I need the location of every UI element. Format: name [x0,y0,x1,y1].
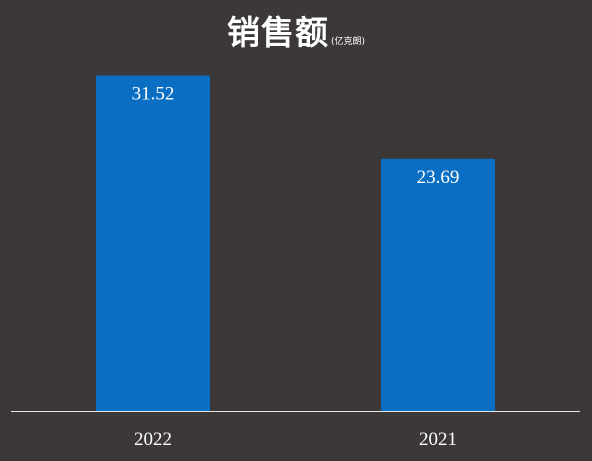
bar-2022 [96,75,210,412]
bar-2021 [381,158,495,411]
chart-subtitle: (亿克朗) [330,37,366,47]
x-tick-label-2022: 2022 [134,429,172,450]
data-label-2021: 23.69 [417,167,460,188]
chart-title: 销售额 [226,13,329,52]
data-label-2022: 31.52 [132,83,175,104]
x-tick-label-2021: 2021 [419,429,457,450]
chart-title-block: 销售额 (亿克朗) [0,6,592,54]
